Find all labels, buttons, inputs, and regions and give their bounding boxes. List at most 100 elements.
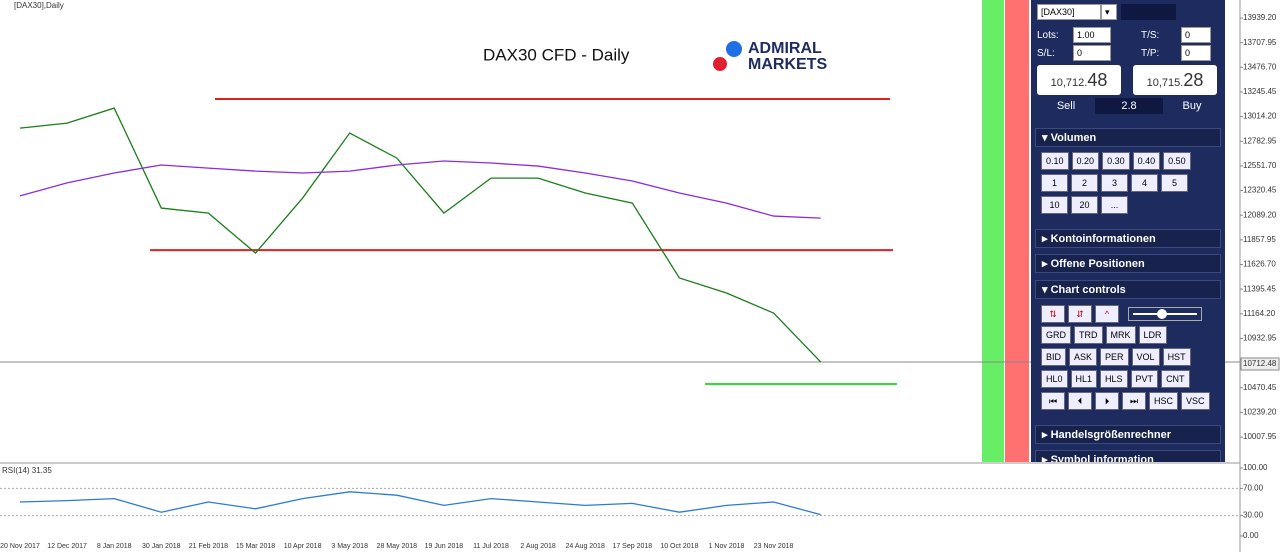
section-header[interactable]: ▸ Offene Positionen <box>1035 254 1221 273</box>
sell-button[interactable]: Sell <box>1056 100 1076 112</box>
symbol[interactable]: [DAX30] <box>1037 4 1101 20</box>
nav-button[interactable]: ⏴ <box>1068 392 1092 410</box>
control-button[interactable]: HL1 <box>1070 370 1098 388</box>
label: T/P: <box>1141 47 1160 59</box>
x-tick-label: 23 Nov 2018 <box>754 543 794 550</box>
section-header[interactable]: ▸ Handelsgrößenrechner <box>1035 425 1221 444</box>
logo: ADMIRAL <box>748 40 822 57</box>
x-tick-label: 12 Dec 2017 <box>47 543 87 550</box>
chart-title: DAX30 CFD - Daily <box>483 45 630 64</box>
label: Lots: <box>1037 29 1059 41</box>
x-tick-label: 19 Jun 2018 <box>425 543 464 550</box>
volume-button[interactable]: 5 <box>1161 174 1188 192</box>
nav-button[interactable]: ⏵ <box>1095 392 1119 410</box>
bar-green <box>982 0 1004 462</box>
control-row: HL0 HL1 HLS PVT CNT <box>1041 368 1221 390</box>
control-button[interactable]: HL0 <box>1041 370 1068 388</box>
dropdown[interactable]: ▾ <box>1101 4 1117 20</box>
section-header[interactable]: ▾ Chart controls <box>1035 280 1221 299</box>
x-tick-label: 11 Jul 2018 <box>473 543 509 550</box>
input[interactable]: 0 <box>1181 27 1211 43</box>
x-tick-label: 8 Jan 2018 <box>97 543 132 550</box>
trade-panel: [DAX30] ▾ Lots: 1.00 T/S: 0 S/L: 0 T/P: 0 10,71… <box>1031 0 1225 462</box>
control-button[interactable]: GRD <box>1041 326 1071 344</box>
series-line <box>19 107 822 363</box>
control-button[interactable]: BID <box>1041 348 1067 366</box>
control-button[interactable]: CNT <box>1161 370 1190 388</box>
section-header[interactable]: ▾ Volumen <box>1035 128 1221 147</box>
volume-button[interactable]: 3 <box>1101 174 1128 192</box>
section-title: Volumen <box>1050 132 1097 144</box>
logo-dot <box>713 57 727 71</box>
slider[interactable] <box>1128 307 1202 321</box>
buy-price[interactable]: 10,715.28 <box>1133 65 1217 95</box>
section-title: Handelsgrößenrechner <box>1050 429 1171 441</box>
section-title: Kontoinformationen <box>1050 233 1156 245</box>
y-tick-label: 11626.70 <box>1243 260 1276 269</box>
current-price: 10712.48 <box>1243 359 1277 368</box>
rsi-caption: RSI(14) 31.35 <box>2 466 52 475</box>
price-big: 10,712. <box>1050 77 1088 89</box>
label: S/L: <box>1037 47 1055 59</box>
section-header[interactable]: ▸ Symbol information <box>1035 450 1221 462</box>
control-row: BID ASK PER VOL HST <box>1041 346 1221 368</box>
volume-button[interactable]: ... <box>1101 196 1128 214</box>
input[interactable]: 1.00 <box>1073 27 1111 43</box>
icon-button[interactable]: ⇅ <box>1041 305 1065 323</box>
volume-button[interactable]: 10 <box>1041 196 1068 214</box>
y-tick-label: 13939.20 <box>1243 13 1277 22</box>
x-tick-label: 24 Aug 2018 <box>566 543 605 550</box>
y-tick-label: 0.00 <box>1243 531 1259 540</box>
x-tick-label: 3 May 2018 <box>331 543 368 550</box>
x-tick-label: 10 Apr 2018 <box>284 543 322 550</box>
control-button[interactable]: TRD <box>1074 326 1103 344</box>
control-button[interactable]: HST <box>1162 348 1191 366</box>
input[interactable]: 0 <box>1073 45 1111 61</box>
control-button[interactable]: VOL <box>1131 348 1160 366</box>
price-small: 48 <box>1087 70 1108 90</box>
sell-price[interactable]: 10,712.48 <box>1037 65 1121 95</box>
volume-button[interactable]: 0.20 <box>1071 152 1100 170</box>
y-tick-label: 12782.95 <box>1243 136 1277 145</box>
y-tick-label: 13476.70 <box>1243 62 1277 71</box>
control-button[interactable]: LDR <box>1138 326 1167 344</box>
control-button[interactable]: PVT <box>1130 370 1159 388</box>
y-tick-label: 12551.70 <box>1243 161 1277 170</box>
nav-button[interactable]: ⏭ <box>1122 392 1146 410</box>
control-button[interactable]: HSC <box>1149 392 1179 410</box>
section-header[interactable]: ▸ Kontoinformationen <box>1035 229 1221 248</box>
y-tick-label: 70.00 <box>1243 484 1264 493</box>
x-tick-label: 1 Nov 2018 <box>709 543 745 550</box>
volume-button[interactable]: 0.10 <box>1041 152 1069 170</box>
control-buttons: GRD TRD MRK LDR BID ASK PER VOL HST HL0 HL1 HLS PVT C… <box>1041 324 1221 412</box>
y-tick-label: 10470.45 <box>1243 383 1277 392</box>
input[interactable]: 0 <box>1181 45 1211 61</box>
buy-button[interactable]: Buy <box>1182 100 1202 112</box>
icon-button[interactable]: ^ <box>1095 305 1119 323</box>
icon-button[interactable]: ⇵ <box>1068 305 1092 323</box>
y-tick-label: 13707.95 <box>1243 38 1277 47</box>
volume-button[interactable]: 1 <box>1041 174 1068 192</box>
volume-button[interactable]: 0.30 <box>1102 152 1130 170</box>
section-title: Symbol information <box>1050 454 1154 462</box>
control-button[interactable]: HLS <box>1100 370 1128 388</box>
control-button[interactable]: PER <box>1100 348 1129 366</box>
control-button[interactable]: MRK <box>1105 326 1136 344</box>
volume-button[interactable]: 20 <box>1071 196 1098 214</box>
volume-button[interactable]: 4 <box>1131 174 1158 192</box>
volume-button[interactable]: 2 <box>1071 174 1098 192</box>
volume-button[interactable]: 0.50 <box>1163 152 1191 170</box>
volume-button[interactable]: 0.40 <box>1132 152 1161 170</box>
y-tick-label: 11857.95 <box>1243 235 1276 244</box>
caption: [DAX30],Daily <box>14 1 64 10</box>
control-button[interactable]: VSC <box>1181 392 1210 410</box>
nav-button[interactable]: ⏮ <box>1041 392 1065 410</box>
x-tick-label: 28 May 2018 <box>377 543 418 550</box>
series-line <box>19 160 821 219</box>
control-button[interactable]: ASK <box>1069 348 1098 366</box>
y-tick-label: 10007.95 <box>1243 432 1277 441</box>
x-tick-label: 2 Aug 2018 <box>520 543 556 550</box>
bar-red <box>1005 0 1029 462</box>
